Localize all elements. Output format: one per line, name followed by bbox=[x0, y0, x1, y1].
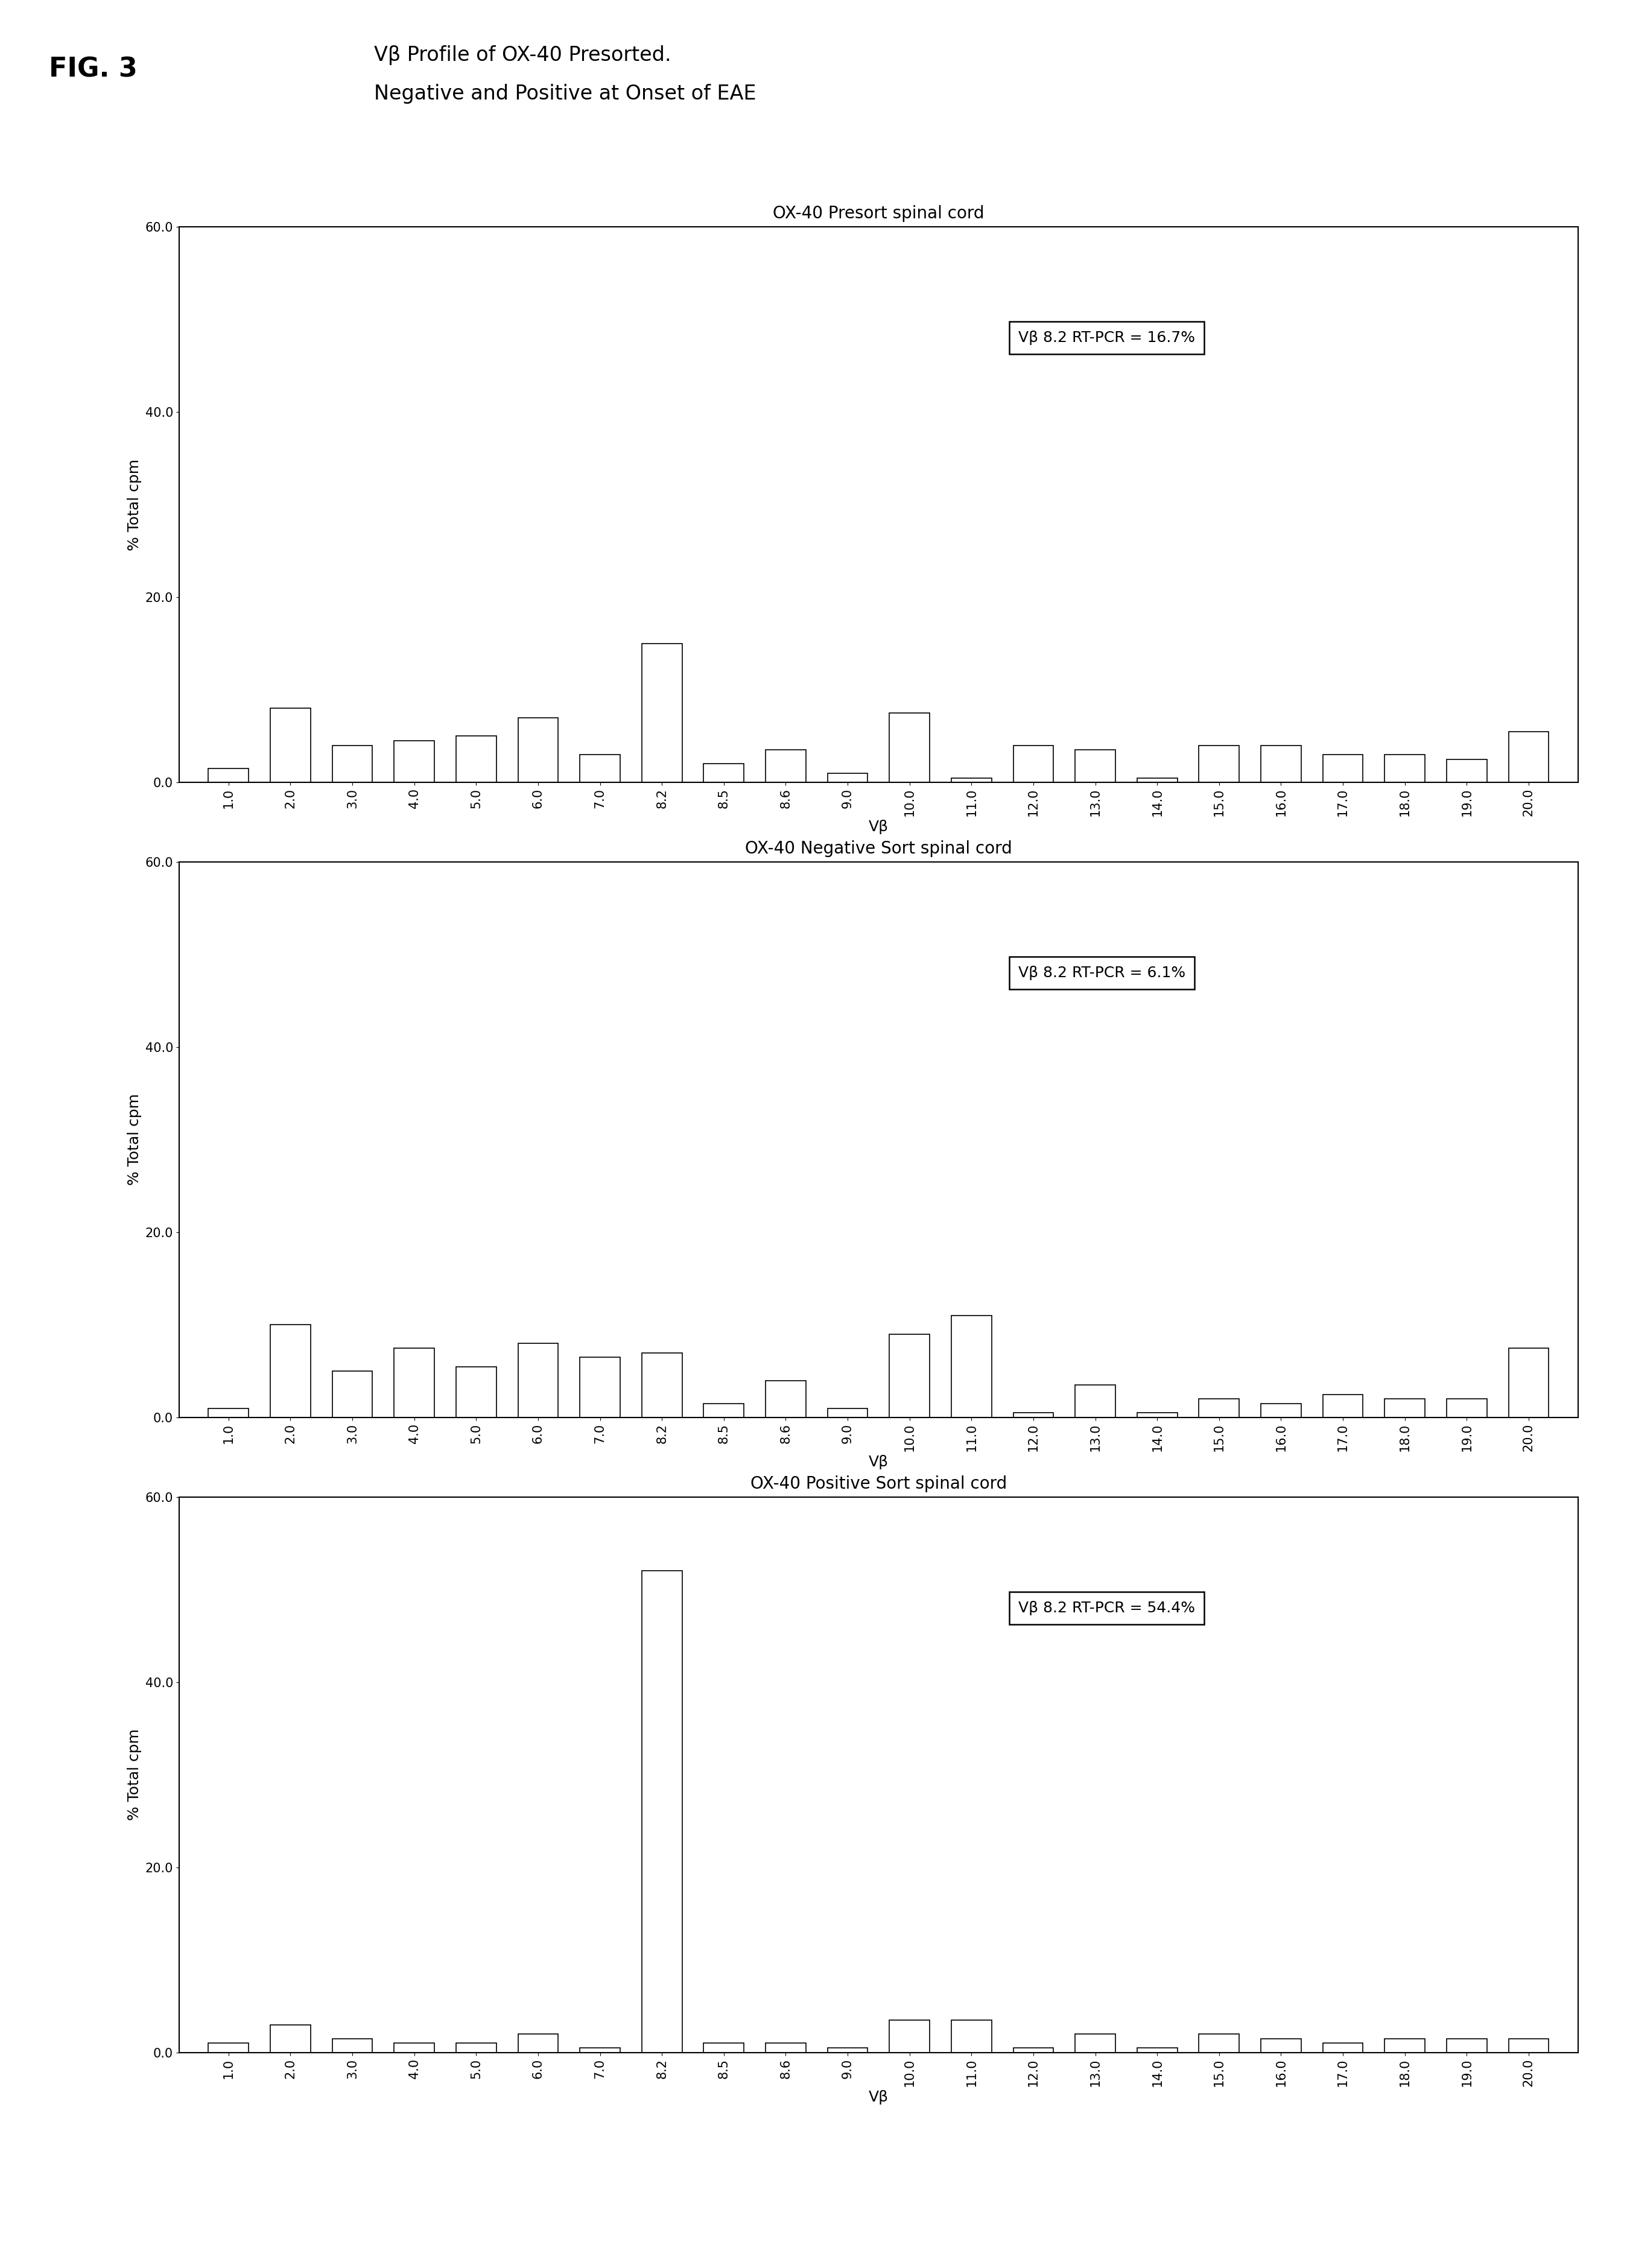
Bar bbox=[1075, 2034, 1116, 2053]
Bar bbox=[766, 2043, 805, 2053]
Bar bbox=[1261, 746, 1302, 782]
Title: OX-40 Negative Sort spinal cord: OX-40 Negative Sort spinal cord bbox=[745, 839, 1012, 857]
Bar bbox=[579, 1356, 620, 1418]
Bar bbox=[1385, 755, 1425, 782]
Bar bbox=[517, 717, 558, 782]
Bar bbox=[828, 1408, 867, 1418]
Bar bbox=[1199, 746, 1240, 782]
Bar bbox=[332, 1372, 373, 1418]
Bar bbox=[641, 644, 682, 782]
Bar bbox=[1323, 2043, 1363, 2053]
Text: Vβ 8.2 RT-PCR = 6.1%: Vβ 8.2 RT-PCR = 6.1% bbox=[1019, 966, 1186, 980]
Bar bbox=[394, 1347, 434, 1418]
Bar bbox=[1385, 1399, 1425, 1418]
Bar bbox=[1446, 760, 1487, 782]
Bar bbox=[1014, 1413, 1054, 1418]
Bar bbox=[703, 2043, 744, 2053]
Bar bbox=[641, 1572, 682, 2053]
Bar bbox=[208, 1408, 249, 1418]
Bar bbox=[890, 1334, 929, 1418]
Bar bbox=[1446, 1399, 1487, 1418]
Y-axis label: % Total cpm: % Total cpm bbox=[127, 1093, 142, 1186]
Bar bbox=[579, 2048, 620, 2053]
Bar bbox=[890, 2021, 929, 2053]
Bar bbox=[1323, 1395, 1363, 1418]
Y-axis label: % Total cpm: % Total cpm bbox=[127, 1728, 142, 1821]
Bar bbox=[952, 2021, 991, 2053]
Bar bbox=[766, 1381, 805, 1418]
Bar bbox=[270, 708, 311, 782]
Bar bbox=[1137, 1413, 1178, 1418]
Bar bbox=[828, 2048, 867, 2053]
Bar bbox=[394, 742, 434, 782]
Bar bbox=[890, 712, 929, 782]
Bar bbox=[517, 2034, 558, 2053]
Bar bbox=[703, 764, 744, 782]
Bar bbox=[1508, 733, 1549, 782]
Bar bbox=[394, 2043, 434, 2053]
Bar bbox=[1075, 751, 1116, 782]
Text: Vβ 8.2 RT-PCR = 54.4%: Vβ 8.2 RT-PCR = 54.4% bbox=[1019, 1601, 1196, 1615]
Bar bbox=[1137, 2048, 1178, 2053]
Bar bbox=[1508, 2039, 1549, 2053]
Bar bbox=[332, 2039, 373, 2053]
Bar bbox=[332, 746, 373, 782]
X-axis label: Vβ: Vβ bbox=[869, 1454, 888, 1470]
Title: OX-40 Positive Sort spinal cord: OX-40 Positive Sort spinal cord bbox=[750, 1474, 1007, 1492]
Text: Vβ 8.2 RT-PCR = 16.7%: Vβ 8.2 RT-PCR = 16.7% bbox=[1019, 331, 1196, 345]
Bar bbox=[1014, 746, 1054, 782]
Bar bbox=[1261, 1404, 1302, 1418]
Bar bbox=[208, 2043, 249, 2053]
Bar bbox=[952, 778, 991, 782]
Text: Vβ Profile of OX-40 Presorted.: Vβ Profile of OX-40 Presorted. bbox=[374, 45, 672, 66]
Bar bbox=[952, 1315, 991, 1418]
Bar bbox=[1075, 1386, 1116, 1418]
X-axis label: Vβ: Vβ bbox=[869, 819, 888, 835]
Y-axis label: % Total cpm: % Total cpm bbox=[127, 458, 142, 551]
Bar bbox=[456, 1368, 496, 1418]
Bar bbox=[1199, 1399, 1240, 1418]
Bar bbox=[1508, 1347, 1549, 1418]
Bar bbox=[270, 1325, 311, 1418]
X-axis label: Vβ: Vβ bbox=[869, 2089, 888, 2105]
Bar bbox=[1199, 2034, 1240, 2053]
Bar bbox=[270, 2025, 311, 2053]
Bar bbox=[579, 755, 620, 782]
Text: FIG. 3: FIG. 3 bbox=[49, 57, 137, 82]
Bar bbox=[456, 737, 496, 782]
Bar bbox=[1261, 2039, 1302, 2053]
Bar bbox=[456, 2043, 496, 2053]
Bar bbox=[1323, 755, 1363, 782]
Title: OX-40 Presort spinal cord: OX-40 Presort spinal cord bbox=[773, 204, 984, 222]
Bar bbox=[766, 751, 805, 782]
Bar bbox=[1446, 2039, 1487, 2053]
Bar bbox=[517, 1343, 558, 1418]
Bar bbox=[1014, 2048, 1054, 2053]
Bar bbox=[1385, 2039, 1425, 2053]
Bar bbox=[208, 769, 249, 782]
Bar bbox=[641, 1352, 682, 1418]
Bar bbox=[828, 773, 867, 782]
Bar bbox=[1137, 778, 1178, 782]
Text: Negative and Positive at Onset of EAE: Negative and Positive at Onset of EAE bbox=[374, 84, 757, 104]
Bar bbox=[703, 1404, 744, 1418]
